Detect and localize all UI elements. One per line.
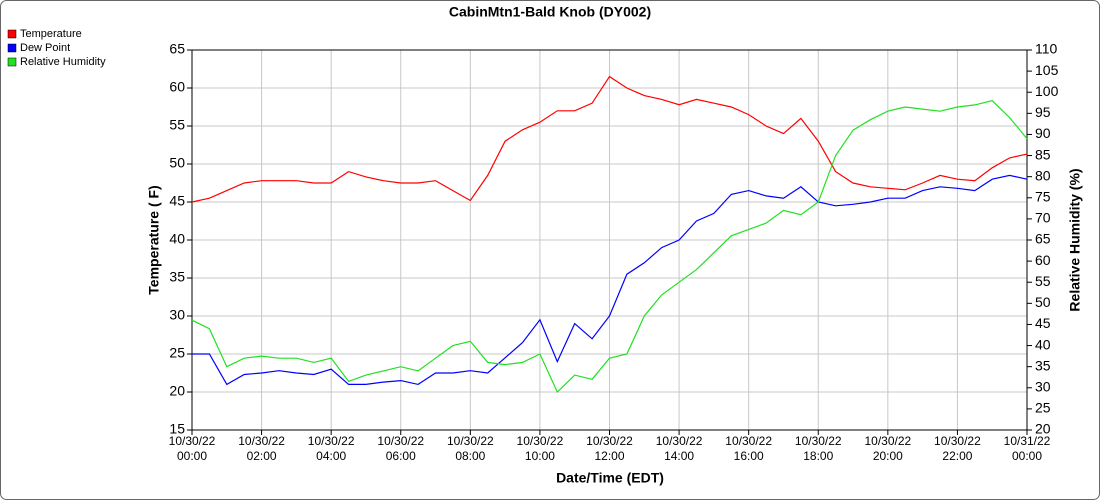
plot-frame: [191, 49, 1028, 431]
y2-tick-label: 70: [1035, 210, 1051, 226]
y2-tick-label: 100: [1035, 83, 1059, 99]
legend-swatch: [7, 57, 17, 67]
y2-tick-label: 110: [1035, 41, 1058, 57]
legend-swatch: [7, 43, 17, 53]
legend-swatch: [7, 29, 17, 39]
y2-tick-label: 25: [1035, 400, 1051, 416]
y2-tick-label: 95: [1035, 104, 1051, 120]
x-tick-label: 10/30/22 06:00: [377, 434, 424, 463]
x-axis-title: Date/Time (EDT): [556, 470, 664, 486]
y-tick-label: 50: [169, 155, 185, 171]
legend-label: Temperature: [20, 28, 82, 40]
y2-tick-label: 75: [1035, 188, 1051, 204]
x-tick-label: 10/30/22 10:00: [517, 434, 564, 463]
y2-tick-label: 45: [1035, 315, 1051, 331]
y2-tick-label: 35: [1035, 357, 1051, 373]
y2-tick-label: 90: [1035, 125, 1051, 141]
y-tick-label: 60: [169, 79, 185, 95]
y2-tick-label: 20: [1035, 421, 1051, 437]
y-tick-label: 40: [169, 231, 185, 247]
y-tick-label: 20: [169, 383, 185, 399]
y2-tick-label: 60: [1035, 252, 1051, 268]
x-tick-label: 10/30/22 20:00: [864, 434, 911, 463]
x-tick-label: 10/30/22 12:00: [586, 434, 633, 463]
y-tick-label: 35: [169, 269, 185, 285]
y2-tick-label: 40: [1035, 336, 1051, 352]
x-tick-label: 10/30/22 02:00: [238, 434, 285, 463]
series-line: [191, 100, 1028, 394]
y2-tick-label: 80: [1035, 167, 1051, 183]
x-tick-label: 10/30/22 14:00: [656, 434, 703, 463]
legend-label: Relative Humidity: [20, 56, 106, 68]
y-tick-label: 30: [169, 307, 185, 323]
y2-axis-title: Relative Humidity (%): [1067, 168, 1083, 311]
x-tick-label: 10/30/22 16:00: [725, 434, 772, 463]
y2-tick-label: 65: [1035, 231, 1051, 247]
y-axis-title: Temperature ( F): [146, 185, 162, 294]
y-tick-label: 25: [169, 345, 185, 361]
y2-tick-label: 55: [1035, 273, 1051, 289]
y-tick-label: 65: [169, 41, 185, 57]
y2-tick-label: 85: [1035, 146, 1051, 162]
series-line: [192, 174, 1028, 386]
y2-tick-label: 50: [1035, 294, 1051, 310]
x-tick-label: 10/30/22 08:00: [447, 434, 494, 463]
y2-tick-label: 105: [1035, 62, 1059, 78]
legend-label: Dew Point: [20, 42, 70, 54]
y-tick-label: 45: [169, 193, 185, 209]
x-tick-label: 10/30/22 04:00: [308, 434, 355, 463]
series-line: [191, 75, 1028, 203]
x-tick-label: 10/30/22 00:00: [169, 434, 216, 463]
chart-title: CabinMtn1-Bald Knob (DY002): [449, 4, 651, 20]
x-tick-label: 10/30/22 22:00: [934, 434, 981, 463]
y-tick-label: 55: [169, 117, 185, 133]
x-tick-label: 10/30/22 18:00: [795, 434, 842, 463]
x-tick-label: 10/31/22 00:00: [1004, 434, 1051, 463]
y-tick-label: 15: [169, 421, 185, 437]
y2-tick-label: 30: [1035, 378, 1051, 394]
